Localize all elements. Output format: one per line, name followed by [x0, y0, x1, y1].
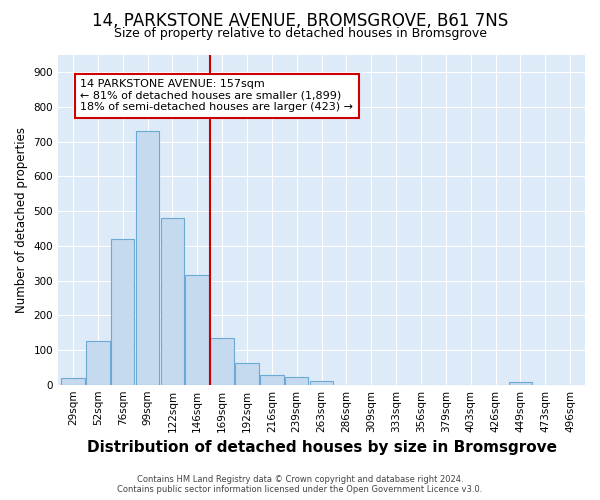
Bar	[86, 342, 110, 384]
Bar	[509, 382, 532, 384]
X-axis label: Distribution of detached houses by size in Bromsgrove: Distribution of detached houses by size …	[86, 440, 557, 455]
Bar	[260, 376, 284, 384]
Text: 14 PARKSTONE AVENUE: 157sqm
← 81% of detached houses are smaller (1,899)
18% of : 14 PARKSTONE AVENUE: 157sqm ← 81% of det…	[80, 80, 353, 112]
Bar	[61, 378, 85, 384]
Text: Contains HM Land Registry data © Crown copyright and database right 2024.
Contai: Contains HM Land Registry data © Crown c…	[118, 474, 482, 494]
Bar	[161, 218, 184, 384]
Bar	[185, 276, 209, 384]
Bar	[210, 338, 234, 384]
Bar	[310, 381, 334, 384]
Text: 14, PARKSTONE AVENUE, BROMSGROVE, B61 7NS: 14, PARKSTONE AVENUE, BROMSGROVE, B61 7N…	[92, 12, 508, 30]
Bar	[136, 132, 160, 384]
Bar	[285, 377, 308, 384]
Bar	[111, 239, 134, 384]
Bar	[235, 363, 259, 384]
Y-axis label: Number of detached properties: Number of detached properties	[15, 127, 28, 313]
Text: Size of property relative to detached houses in Bromsgrove: Size of property relative to detached ho…	[113, 28, 487, 40]
